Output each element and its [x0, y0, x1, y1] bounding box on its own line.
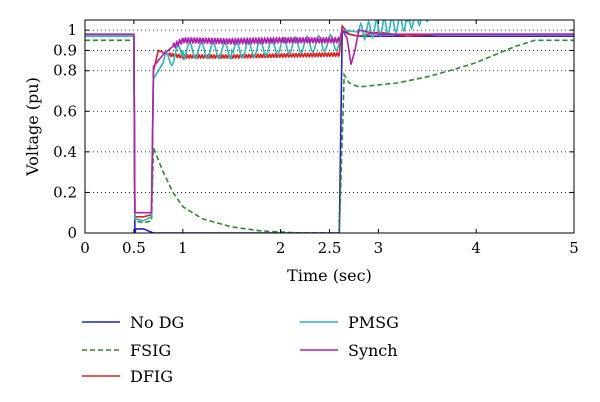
y-tick-label: 0.6 [53, 102, 77, 120]
x-tick-label: 4 [471, 239, 481, 257]
legend-item: DFIG [82, 367, 173, 386]
x-tick-label: 3 [374, 239, 384, 257]
legend-item: FSIG [82, 341, 171, 360]
y-tick-label: 0.2 [53, 183, 77, 201]
legend-label: PMSG [348, 313, 399, 332]
legend-item: PMSG [300, 313, 399, 332]
y-tick-label: 0 [67, 224, 77, 242]
x-tick-label: 5 [569, 239, 579, 257]
legend-item: Synch [300, 341, 398, 360]
series-line-pmsg [85, 20, 436, 222]
y-axis-label: Voltage (pu) [23, 77, 42, 177]
legend-label: DFIG [130, 367, 173, 386]
y-tick-label: 0.4 [53, 143, 77, 161]
x-tick-label: 1 [178, 239, 188, 257]
y-tick-label: 0.9 [53, 41, 77, 59]
y-tick-label: 0.8 [53, 62, 77, 80]
legend: No DG FSIG DFIG PMSG Synch [82, 313, 399, 386]
x-tick-label: 2 [276, 239, 286, 257]
x-tick-label: 0 [80, 239, 90, 257]
x-tick-label: 0.5 [122, 239, 146, 257]
legend-label: FSIG [130, 341, 171, 360]
legend-label: Synch [348, 341, 398, 360]
x-tick-label: 2.5 [318, 239, 342, 257]
series-line-synch [85, 28, 574, 214]
legend-item: No DG [82, 313, 184, 332]
grid-lines [85, 29, 574, 193]
x-axis-label: Time (sec) [287, 266, 372, 285]
y-tick-label: 1 [67, 21, 77, 39]
series-line-dfig [85, 24, 574, 218]
axis-ticks: 0 0.5 1 2 2.5 3 4 5 0 0.2 0.4 0.6 0.8 0.9 1 [53, 20, 579, 257]
legend-label: No DG [130, 313, 184, 332]
series-layer [85, 20, 574, 233]
